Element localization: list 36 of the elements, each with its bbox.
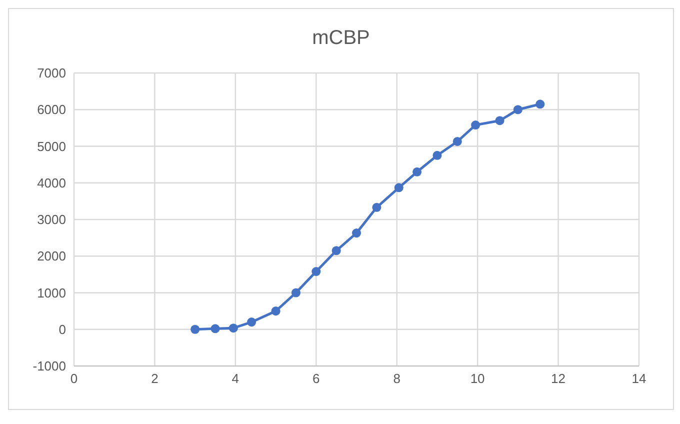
point <box>352 228 362 238</box>
x-tick-label: 0 <box>70 371 78 386</box>
point <box>432 150 442 160</box>
y-tick-label: 4000 <box>37 175 66 190</box>
point <box>412 167 422 176</box>
point <box>190 324 200 334</box>
x-tick-label: 14 <box>632 371 646 386</box>
point <box>332 246 341 256</box>
point <box>312 267 321 276</box>
point <box>536 100 545 109</box>
y-tick-label: 0 <box>58 322 66 337</box>
point <box>495 116 504 126</box>
y-tick-label: 6000 <box>37 102 66 118</box>
y-tick-label: 5000 <box>37 138 66 154</box>
x-tick-label: 8 <box>393 371 400 386</box>
x-tick-label: 12 <box>551 371 566 386</box>
y-tick-label: -1000 <box>32 358 66 374</box>
x-tick-label: 10 <box>470 371 485 386</box>
y-tick-label: 2000 <box>37 248 66 264</box>
x-tick-label: 4 <box>232 371 240 386</box>
point <box>247 318 256 327</box>
point <box>210 324 220 334</box>
point <box>271 306 280 316</box>
y-tick-label: 3000 <box>37 212 66 228</box>
point <box>228 324 238 333</box>
point <box>394 183 404 192</box>
y-tick-label: 1000 <box>37 285 66 300</box>
point <box>513 105 522 114</box>
point <box>372 202 382 212</box>
point <box>471 120 480 130</box>
chart-title: mCBP <box>311 27 371 50</box>
y-tick-label: 7000 <box>37 66 66 81</box>
x-tick-label: 2 <box>151 371 158 386</box>
point <box>452 136 462 146</box>
x-tick-label: 6 <box>312 371 320 386</box>
point <box>291 288 300 298</box>
